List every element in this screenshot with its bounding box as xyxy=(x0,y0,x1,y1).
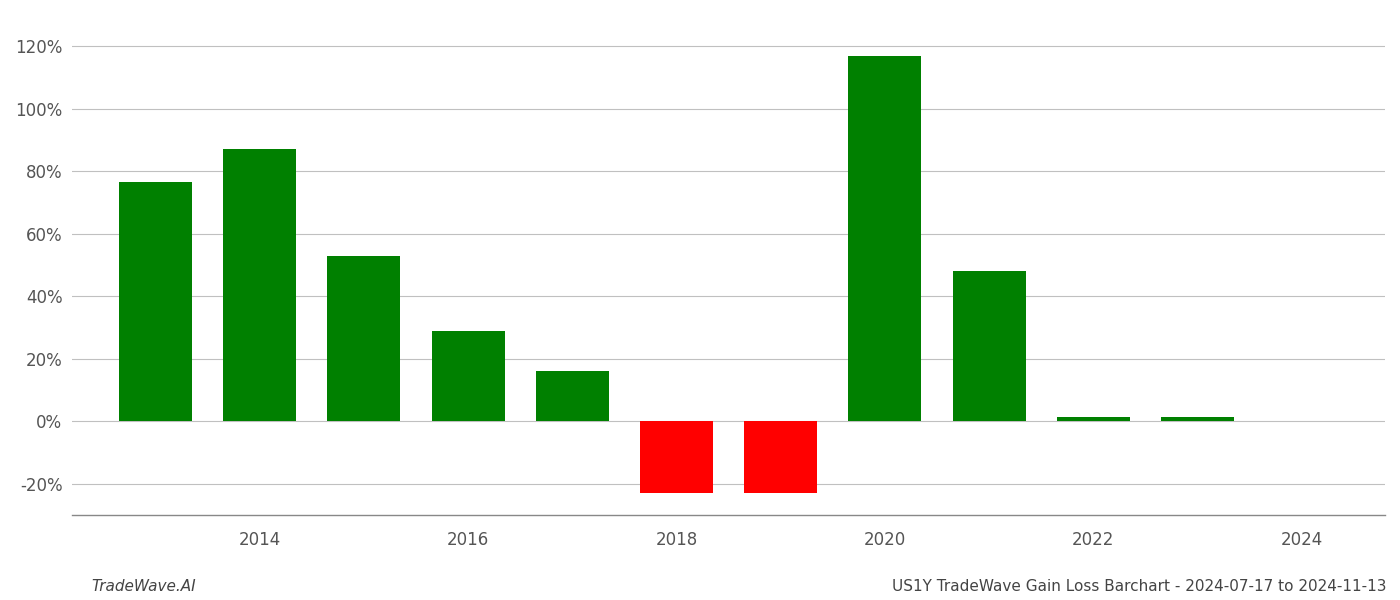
Bar xyxy=(1057,416,1130,421)
Bar xyxy=(119,182,192,421)
Bar xyxy=(745,421,818,493)
Bar xyxy=(431,331,504,421)
Bar xyxy=(223,149,297,421)
Text: TradeWave.AI: TradeWave.AI xyxy=(91,579,196,594)
Bar xyxy=(640,421,713,493)
Bar xyxy=(952,271,1026,421)
Bar xyxy=(536,371,609,421)
Bar xyxy=(328,256,400,421)
Bar xyxy=(1161,416,1233,421)
Text: US1Y TradeWave Gain Loss Barchart - 2024-07-17 to 2024-11-13: US1Y TradeWave Gain Loss Barchart - 2024… xyxy=(892,579,1386,594)
Bar xyxy=(848,56,921,421)
